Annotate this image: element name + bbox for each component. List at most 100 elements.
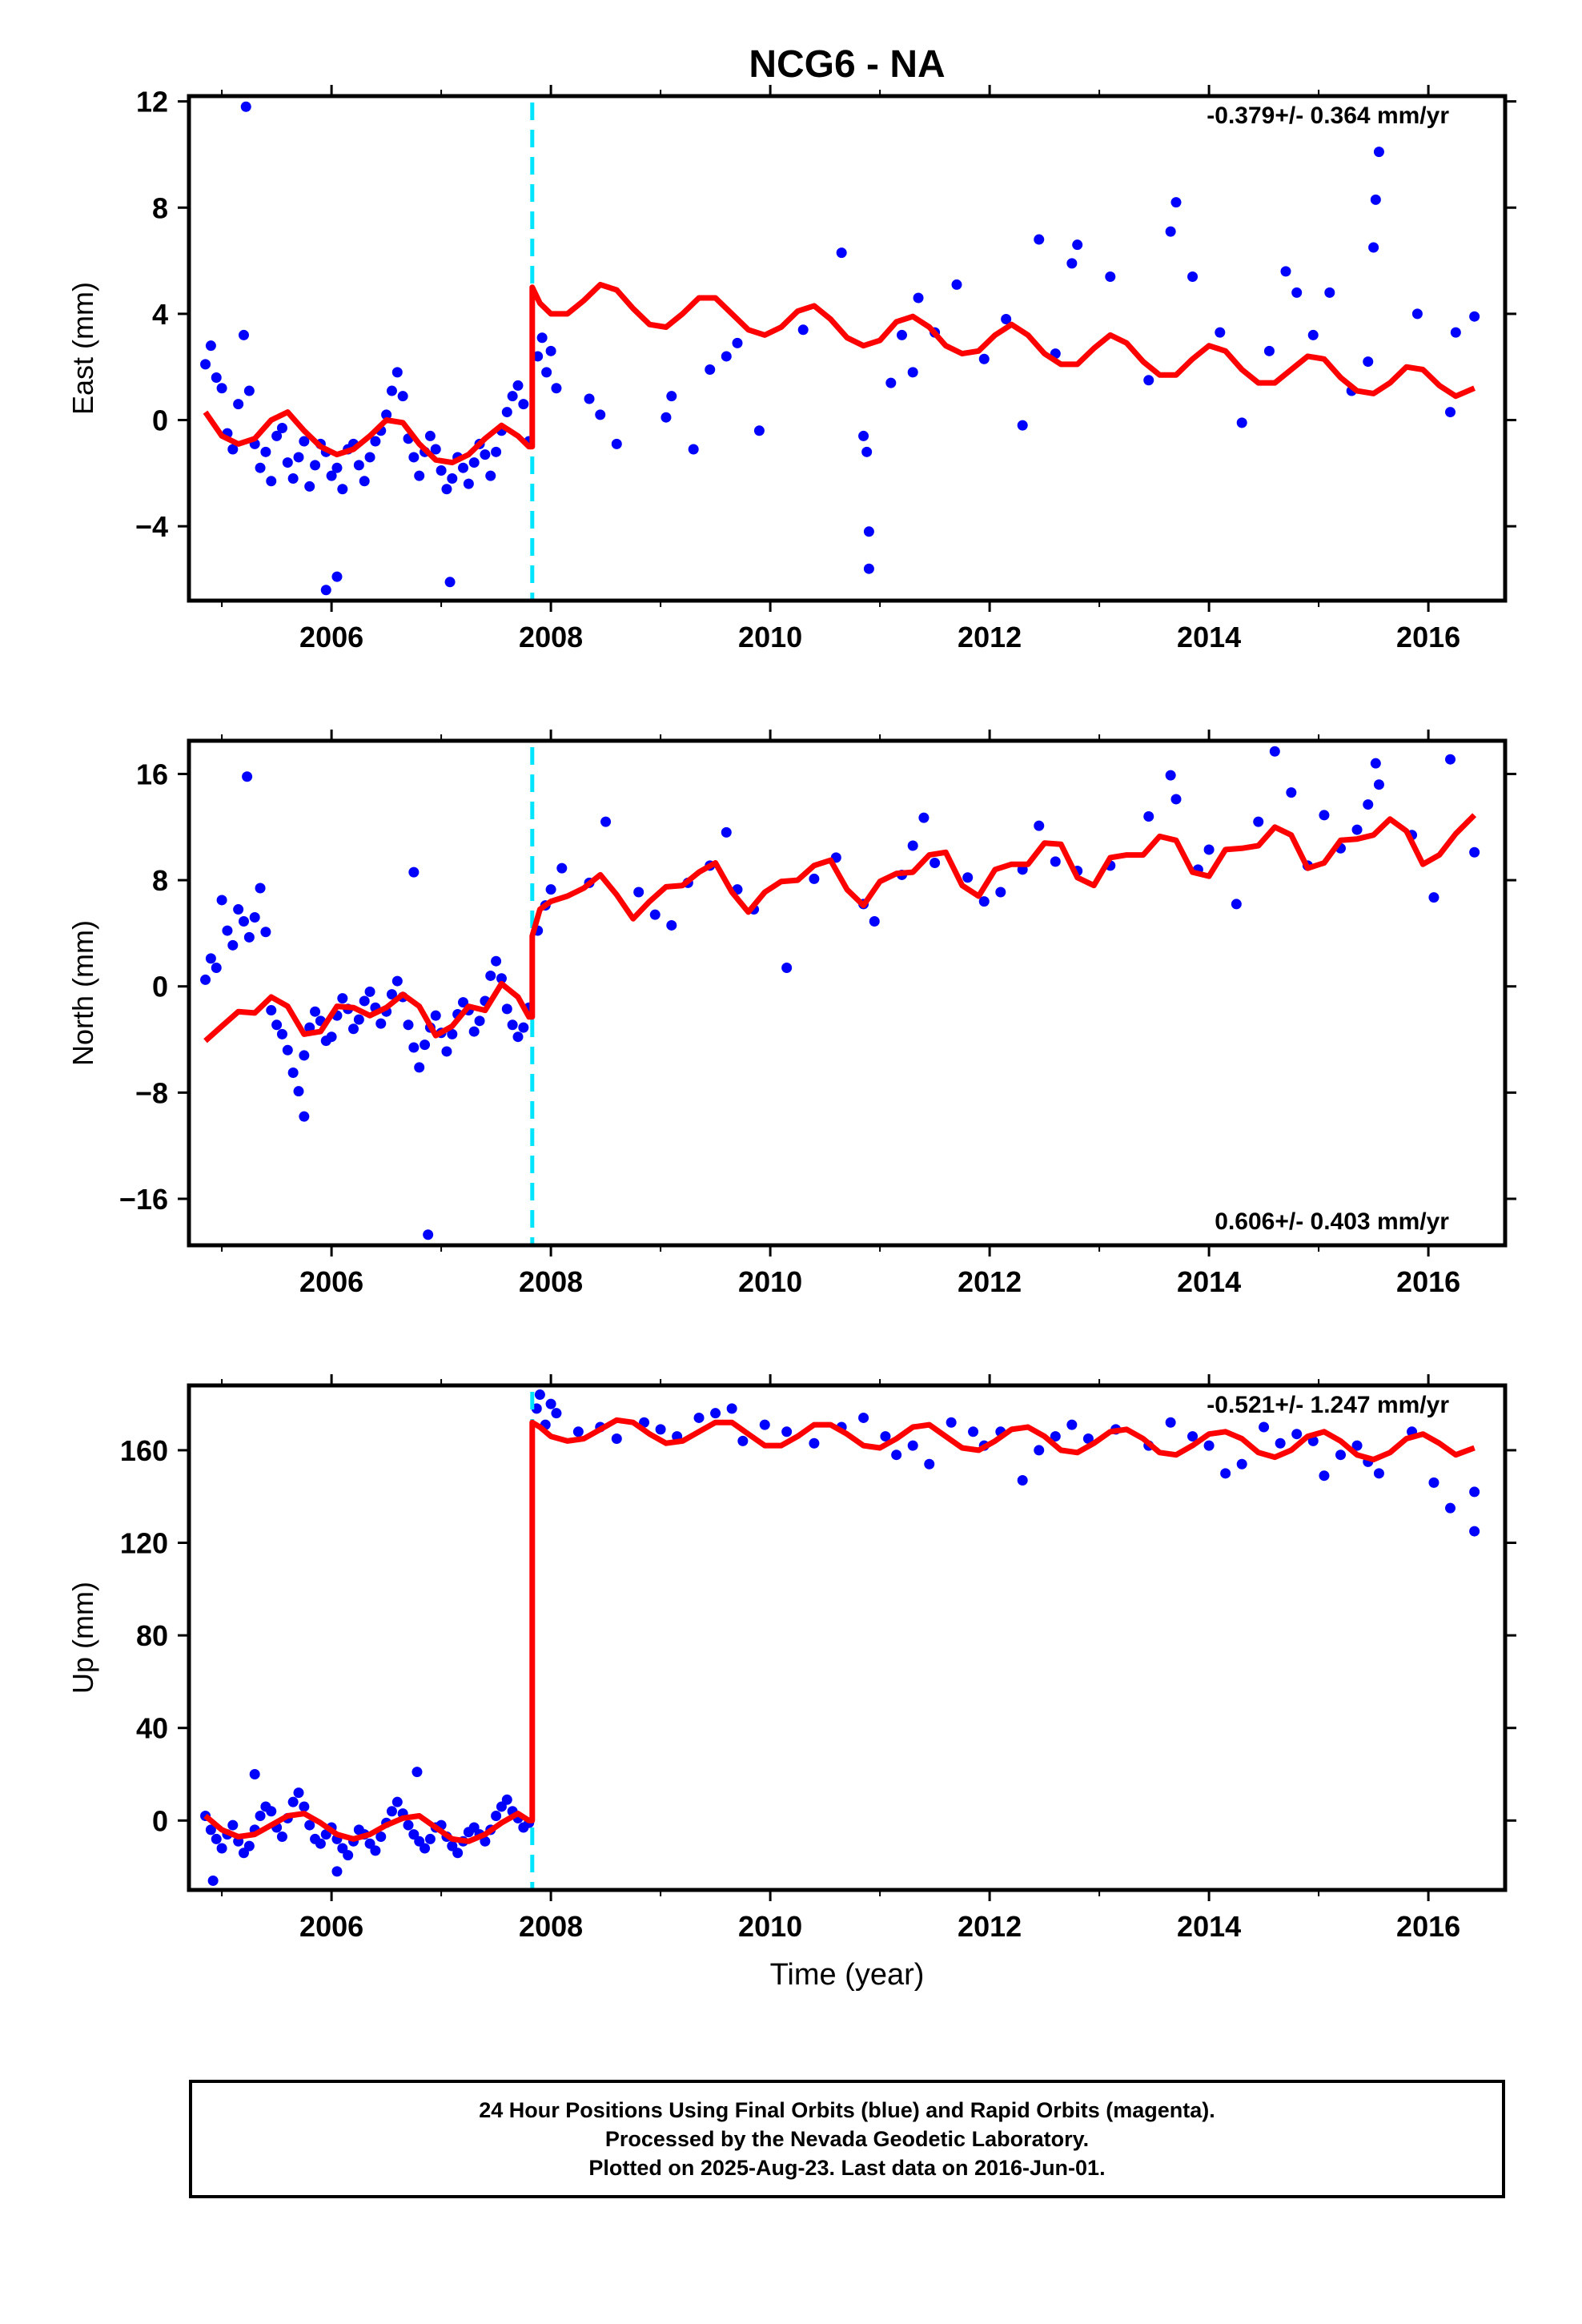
data-point xyxy=(1170,794,1182,805)
data-point xyxy=(1034,234,1045,245)
data-point xyxy=(532,351,544,362)
y-tick-label: −4 xyxy=(135,510,168,543)
data-point xyxy=(809,873,820,884)
data-point xyxy=(293,452,304,463)
y-tick-label: 120 xyxy=(120,1527,168,1560)
data-point xyxy=(1263,345,1275,356)
data-point xyxy=(1428,1477,1439,1488)
data-point xyxy=(282,1044,293,1055)
data-point xyxy=(512,380,524,391)
data-point xyxy=(1324,287,1335,298)
data-point xyxy=(863,563,874,574)
data-point xyxy=(375,1831,387,1843)
data-point xyxy=(381,409,392,420)
data-point xyxy=(282,457,293,468)
data-point xyxy=(375,1018,387,1029)
data-point xyxy=(266,476,277,487)
data-point xyxy=(227,444,239,455)
data-point xyxy=(1259,1421,1270,1433)
data-point xyxy=(216,383,227,394)
data-point xyxy=(501,1794,512,1805)
data-point xyxy=(1050,856,1061,867)
data-point xyxy=(364,986,375,997)
data-point xyxy=(293,1787,304,1799)
data-point xyxy=(536,332,548,344)
data-point xyxy=(205,1824,216,1835)
data-point xyxy=(447,1028,458,1039)
data-point xyxy=(978,353,990,364)
data-point xyxy=(1236,1458,1247,1470)
data-point xyxy=(412,1767,423,1778)
points-layer xyxy=(200,1389,1480,1886)
data-point xyxy=(1319,810,1330,821)
data-point xyxy=(207,1875,219,1886)
data-point xyxy=(1469,846,1480,858)
data-point xyxy=(441,484,452,495)
data-point xyxy=(370,436,381,447)
data-point xyxy=(430,444,441,455)
data-point xyxy=(243,385,255,396)
caption-line-2: Processed by the Nevada Geodetic Laborat… xyxy=(604,2127,1090,2151)
data-point xyxy=(211,372,222,383)
data-point xyxy=(1363,799,1374,810)
data-point xyxy=(243,931,255,943)
data-point xyxy=(924,1458,935,1470)
data-point xyxy=(1291,287,1303,298)
data-point xyxy=(276,1028,287,1039)
data-point xyxy=(584,393,595,404)
data-point xyxy=(759,1419,770,1430)
data-point xyxy=(666,919,677,931)
data-point xyxy=(408,1042,420,1053)
rate-label: 0.606+/- 0.403 mm/yr xyxy=(1215,1208,1449,1235)
data-point xyxy=(541,367,552,378)
data-point xyxy=(391,975,403,987)
data-point xyxy=(271,1019,283,1031)
data-point xyxy=(797,324,809,336)
data-point xyxy=(370,1845,381,1856)
data-point xyxy=(331,1866,343,1877)
data-point xyxy=(359,995,370,1007)
y-tick-label: 40 xyxy=(136,1712,168,1745)
data-point xyxy=(1450,327,1461,338)
x-tick-label: 2008 xyxy=(519,1265,583,1298)
data-point xyxy=(441,1046,452,1057)
data-point xyxy=(276,422,287,433)
data-point xyxy=(1165,226,1176,237)
data-point xyxy=(1445,1502,1456,1514)
data-point xyxy=(287,1796,299,1807)
y-tick-label: 16 xyxy=(136,758,168,790)
data-point xyxy=(507,1019,518,1031)
data-point xyxy=(205,953,216,964)
data-point xyxy=(299,1111,310,1122)
data-point xyxy=(271,430,283,441)
data-point xyxy=(310,1006,321,1017)
data-point xyxy=(491,1811,502,1822)
data-point xyxy=(397,391,408,402)
data-point xyxy=(243,1840,255,1852)
data-point xyxy=(430,1010,441,1021)
data-point xyxy=(1469,311,1480,322)
points-layer xyxy=(200,746,1480,1240)
data-point xyxy=(239,1848,249,1859)
data-point xyxy=(205,340,216,352)
data-point xyxy=(468,1822,480,1833)
caption-line-1: 24 Hour Positions Using Final Orbits (bl… xyxy=(479,2098,1215,2122)
data-point xyxy=(545,1398,556,1409)
data-point xyxy=(480,1835,491,1847)
data-point xyxy=(1001,314,1012,325)
data-point xyxy=(249,1769,260,1780)
data-point xyxy=(545,345,556,356)
data-point xyxy=(1469,1486,1480,1498)
data-point xyxy=(858,1412,869,1423)
data-point xyxy=(386,1806,397,1817)
data-point xyxy=(753,425,765,436)
data-point xyxy=(1363,356,1374,368)
data-point xyxy=(420,1039,431,1051)
x-tick-label: 2016 xyxy=(1396,1910,1460,1943)
data-point xyxy=(1469,1526,1480,1537)
x-tick-label: 2016 xyxy=(1396,1265,1460,1298)
data-point xyxy=(255,1811,266,1822)
data-point xyxy=(1034,820,1045,831)
data-point xyxy=(386,385,397,396)
data-point xyxy=(320,585,331,596)
